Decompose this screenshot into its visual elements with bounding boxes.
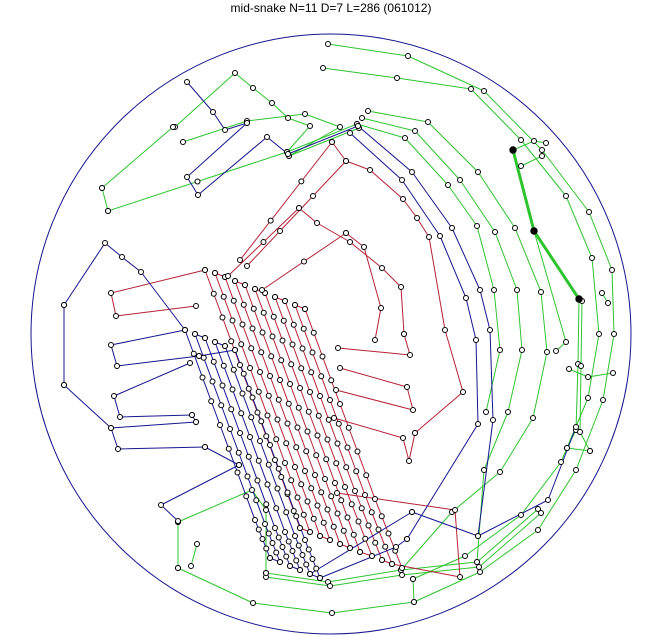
plot-title: mid-snake N=11 D=7 L=286 (061012) <box>230 1 432 15</box>
